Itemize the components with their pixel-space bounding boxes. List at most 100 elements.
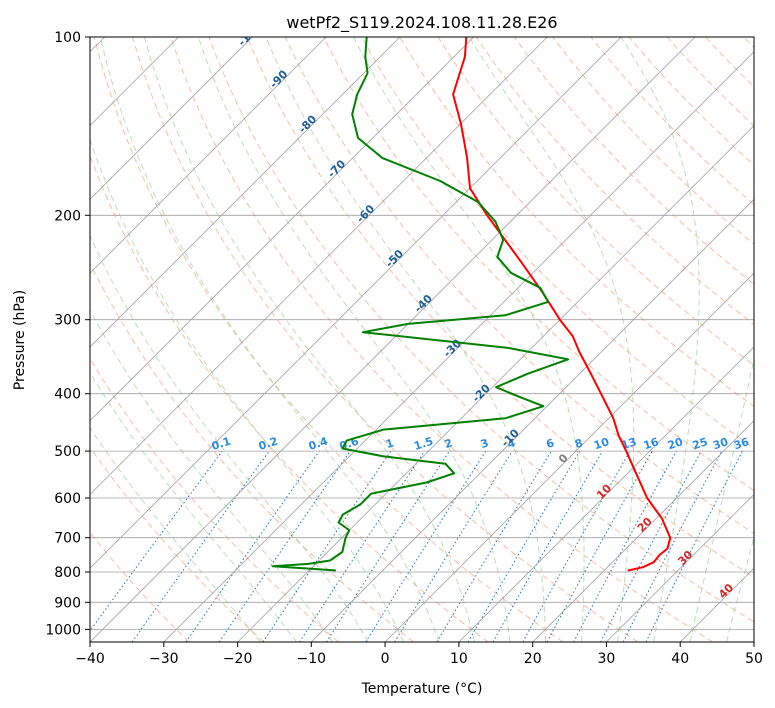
mixing-ratio-label: 8 bbox=[573, 436, 584, 451]
moist-adiabat-line bbox=[620, 37, 700, 642]
mixing-ratio-line bbox=[522, 450, 631, 642]
isobar-gridlines bbox=[90, 37, 754, 630]
x-tick-label: 0 bbox=[381, 651, 390, 667]
temperature-profile-line bbox=[452, 37, 672, 572]
mixing-ratio-line bbox=[218, 450, 351, 642]
mixing-ratio-label: 10 bbox=[592, 435, 611, 452]
isotherm-line bbox=[90, 37, 696, 642]
dry-adiabat-line bbox=[170, 37, 713, 642]
x-tick-label: −20 bbox=[223, 651, 253, 667]
y-axis-label: Pressure (hPa) bbox=[12, 290, 28, 390]
dry-adiabat-line bbox=[284, 37, 754, 535]
plot-frame bbox=[89, 36, 755, 643]
dewpoint-profile-line bbox=[271, 37, 570, 572]
moist-adiabat-line bbox=[90, 426, 261, 642]
isotherm-line bbox=[311, 198, 754, 642]
y-tick-label: 400 bbox=[54, 387, 81, 403]
mixing-ratio-label: 16 bbox=[642, 435, 661, 452]
dry-adiabat-label: -100 bbox=[235, 20, 264, 49]
dry-adiabat-line bbox=[208, 37, 754, 623]
mixing-ratio-line bbox=[131, 450, 270, 642]
x-axis: −40 −30 −20 −10 0 10 20 30 40 50 bbox=[75, 642, 763, 667]
isotherms bbox=[90, 37, 754, 642]
moist-adiabat-line bbox=[197, 37, 511, 642]
isotherm-line bbox=[606, 493, 754, 642]
moist-adiabats bbox=[90, 37, 754, 642]
isotherm-line bbox=[163, 51, 754, 642]
mixing-ratio-line bbox=[185, 450, 320, 642]
mixing-ratio-label: 4 bbox=[506, 436, 518, 451]
x-tick-label: 20 bbox=[524, 651, 542, 667]
mixing-ratio-line bbox=[365, 450, 487, 642]
y-axis: 100 200 300 400 500 600 700 800 900 1000 bbox=[45, 30, 90, 638]
moist-adiabat-line bbox=[353, 37, 585, 642]
dry-adiabat-line bbox=[323, 37, 754, 492]
isotherm-line bbox=[90, 37, 548, 495]
moist-adiabat-line bbox=[265, 37, 547, 642]
dry-adiabat-line bbox=[93, 37, 564, 642]
chart-title: wetPf2_S119.2024.108.11.28.E26 bbox=[286, 13, 557, 33]
isotherm-line bbox=[237, 125, 754, 642]
y-tick-label: 900 bbox=[54, 595, 81, 611]
dry-adiabat-line bbox=[132, 37, 639, 642]
mixing-ratio-label: 1 bbox=[384, 436, 395, 451]
mixing-ratio-label: 0.4 bbox=[307, 434, 330, 452]
y-tick-label: 800 bbox=[54, 565, 81, 581]
mixing-ratio-label: 2 bbox=[443, 436, 454, 451]
mixing-ratio-line bbox=[436, 450, 552, 642]
x-tick-label: 40 bbox=[671, 651, 689, 667]
isotherm-line bbox=[90, 37, 622, 569]
x-tick-label: 10 bbox=[450, 651, 468, 667]
mixing-ratio-label: 1.5 bbox=[412, 435, 435, 453]
dry-adiabat-line bbox=[90, 446, 265, 642]
mixing-ratio-label: 6 bbox=[545, 436, 557, 451]
mixing-ratio-label: 20 bbox=[666, 435, 685, 452]
isotherm-line bbox=[90, 37, 327, 274]
mixing-ratio-label: 30 bbox=[711, 435, 730, 452]
mixing-ratio-label: 36 bbox=[732, 435, 751, 452]
dry-adiabat-line bbox=[437, 37, 754, 366]
y-tick-label: 700 bbox=[54, 531, 81, 547]
y-tick-label: 500 bbox=[54, 444, 81, 460]
mixing-ratio-line bbox=[492, 450, 604, 642]
isotherm-line bbox=[90, 37, 401, 348]
moist-adiabat-line bbox=[726, 535, 754, 642]
y-tick-label: 300 bbox=[54, 313, 81, 329]
x-axis-label: Temperature (°C) bbox=[361, 681, 483, 697]
moist-adiabat-line bbox=[90, 137, 405, 642]
moist-adiabat-line bbox=[90, 308, 333, 642]
y-tick-label: 200 bbox=[54, 208, 81, 224]
x-tick-label: 50 bbox=[745, 651, 763, 667]
moist-adiabat-line bbox=[90, 371, 297, 642]
x-tick-label: −10 bbox=[297, 651, 327, 667]
mixing-ratio-label: 0.1 bbox=[210, 435, 233, 453]
y-tick-label: 1000 bbox=[45, 622, 81, 638]
x-tick-label: −40 bbox=[75, 651, 105, 667]
moist-adiabat-line bbox=[99, 37, 440, 642]
profile-series bbox=[271, 37, 672, 572]
mixing-ratio-line bbox=[467, 450, 581, 642]
x-tick-label: −30 bbox=[149, 651, 179, 667]
mixing-ratio-line bbox=[573, 450, 677, 642]
isotherm-line bbox=[458, 346, 754, 642]
mixing-ratio-lines bbox=[90, 450, 743, 642]
mixing-ratio-label: 0.2 bbox=[257, 435, 280, 453]
mixing-ratio-line bbox=[90, 450, 223, 632]
moist-adiabat-line bbox=[689, 356, 754, 642]
mixing-ratio-line bbox=[325, 450, 450, 642]
dry-adiabat-line bbox=[246, 37, 754, 578]
x-tick-label: 30 bbox=[597, 651, 615, 667]
y-tick-label: 600 bbox=[54, 491, 81, 507]
moist-adiabat-line bbox=[90, 234, 369, 642]
dry-adiabat-line bbox=[399, 37, 754, 407]
isotherm-line bbox=[532, 420, 754, 642]
dry-adiabat-line bbox=[628, 37, 754, 166]
dry-adiabat-line bbox=[513, 37, 754, 285]
isotherm-line bbox=[90, 37, 474, 422]
mixing-ratio-label: 25 bbox=[691, 435, 710, 452]
isotherm-line bbox=[384, 272, 754, 642]
moist-adiabat-line bbox=[143, 37, 475, 642]
mixing-ratio-label: 3 bbox=[479, 436, 490, 451]
